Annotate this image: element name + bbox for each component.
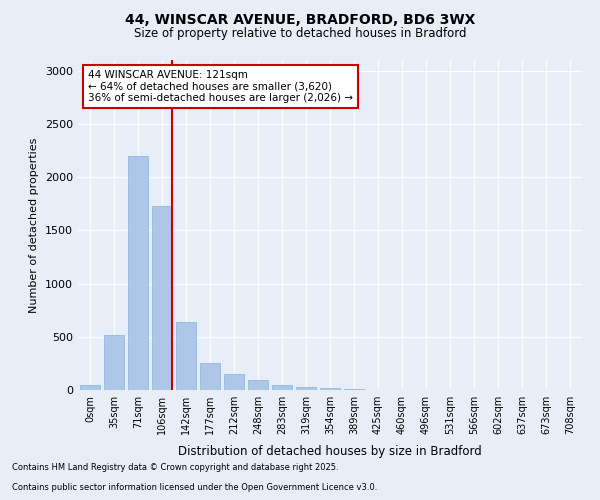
Bar [296, 387, 316, 390]
Bar [80, 384, 100, 390]
Bar [200, 363, 220, 390]
Bar [320, 388, 340, 390]
Bar [248, 380, 268, 390]
Text: Contains HM Land Registry data © Crown copyright and database right 2025.: Contains HM Land Registry data © Crown c… [12, 464, 338, 472]
Bar [152, 206, 172, 390]
Text: 44, WINSCAR AVENUE, BRADFORD, BD6 3WX: 44, WINSCAR AVENUE, BRADFORD, BD6 3WX [125, 12, 475, 26]
Bar [104, 334, 124, 390]
Bar [128, 156, 148, 390]
Bar [224, 374, 244, 390]
Bar [176, 322, 196, 390]
Bar [272, 384, 292, 390]
Text: Contains public sector information licensed under the Open Government Licence v3: Contains public sector information licen… [12, 484, 377, 492]
Text: Size of property relative to detached houses in Bradford: Size of property relative to detached ho… [134, 28, 466, 40]
Y-axis label: Number of detached properties: Number of detached properties [29, 138, 40, 312]
Text: 44 WINSCAR AVENUE: 121sqm
← 64% of detached houses are smaller (3,620)
36% of se: 44 WINSCAR AVENUE: 121sqm ← 64% of detac… [88, 70, 353, 103]
X-axis label: Distribution of detached houses by size in Bradford: Distribution of detached houses by size … [178, 446, 482, 458]
